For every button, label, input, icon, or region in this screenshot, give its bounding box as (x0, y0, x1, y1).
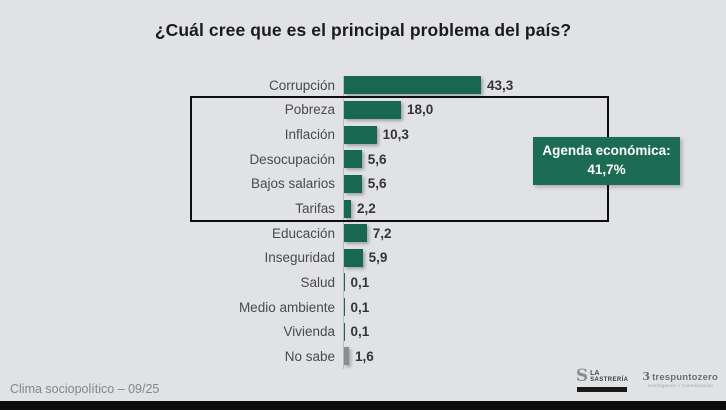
source-note: Clima sociopolítico – 09/25 (10, 382, 160, 396)
value-label: 0,1 (350, 274, 370, 290)
agenda-annotation-value: 41,7% (587, 161, 626, 177)
value-label: 0,1 (350, 324, 370, 340)
agenda-annotation-box: Agenda económica: 41,7% (533, 137, 680, 185)
category-label: Medio ambiente (238, 299, 335, 315)
value-label: 1,6 (355, 348, 374, 364)
chart-title: ¿Cuál cree que es el principal problema … (154, 20, 572, 40)
category-label: Salud (300, 274, 335, 290)
bar (344, 174, 362, 193)
bar (344, 150, 362, 169)
bar (344, 199, 351, 218)
value-label: 0,1 (350, 299, 370, 315)
chart-row: Pobreza 18,0 (0, 98, 726, 123)
sastreria-line2: SASTRERÍA (590, 377, 629, 384)
bar (344, 322, 345, 341)
chart-row: Desocupación 5,6 (0, 147, 726, 172)
bar (344, 125, 377, 144)
category-label: Inflación (284, 127, 335, 143)
value-label: 18,0 (406, 102, 434, 118)
trespuntozero-logo: 3 trespuntozero Investigación + Comunica… (642, 371, 718, 388)
sastreria-black-bar (577, 387, 628, 392)
bar (344, 224, 367, 243)
sastreria-s-icon: S (575, 366, 589, 386)
category-label: Corrupción (268, 77, 335, 93)
chart-row: Medio ambiente 0,1 (0, 295, 726, 320)
category-label: Vivienda (283, 324, 335, 340)
chart-row: Salud 0,1 (0, 270, 726, 295)
chart-row: Inseguridad 5,9 (0, 245, 726, 270)
bar (344, 76, 481, 95)
bar (344, 298, 345, 317)
category-label: Inseguridad (264, 250, 335, 266)
value-label: 2,2 (356, 201, 376, 217)
value-label: 7,2 (372, 225, 392, 241)
value-label: 5,6 (367, 176, 387, 192)
bar (344, 273, 345, 292)
chart-axis-line (343, 76, 344, 369)
trespuntozero-3-icon: 3 (642, 370, 651, 384)
chart-row: Vivienda 0,1 (0, 319, 726, 344)
chart-row: No sabe 1,6 (0, 344, 726, 369)
category-label: No sabe (284, 348, 335, 364)
category-label: Pobreza (284, 102, 335, 118)
bar (344, 347, 350, 366)
bar-chart: Corrupción 43,3 Pobreza 18,0 Inflación 10,3 De… (0, 73, 726, 369)
agenda-annotation-label: Agenda económica: (542, 143, 671, 158)
trespuntozero-name: trespuntozero (652, 372, 718, 384)
bar (344, 100, 401, 119)
chart-row: Educación 7,2 (0, 221, 726, 246)
chart-row: Inflación 10,3 (0, 122, 726, 147)
letterbox-bar (0, 401, 726, 410)
category-label: Bajos salarios (250, 176, 335, 192)
chart-row: Corrupción 43,3 (0, 73, 726, 98)
value-label: 10,3 (382, 127, 409, 143)
value-label: 5,9 (368, 250, 388, 266)
bar (344, 248, 363, 267)
trespuntozero-tagline: Investigación + Comunicación (647, 382, 713, 388)
la-sastreria-logo: S LA SASTRERÍA (576, 368, 629, 392)
category-label: Desocupación (249, 151, 335, 167)
chart-row: Bajos salarios 5,6 (0, 172, 726, 197)
logos-area: S LA SASTRERÍA 3 trespuntozero Investiga… (576, 368, 718, 392)
category-label: Tarifas (295, 201, 335, 217)
value-label: 5,6 (367, 151, 387, 167)
value-label: 43,3 (487, 77, 514, 93)
chart-row: Tarifas 2,2 (0, 196, 726, 221)
category-label: Educación (271, 225, 335, 241)
sastreria-line1: LA (590, 369, 600, 377)
